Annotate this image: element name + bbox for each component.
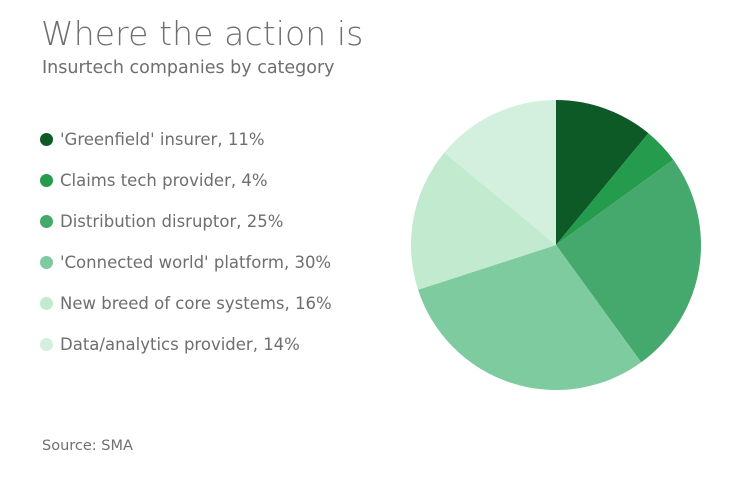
legend-item-label: Distribution disruptor, 25% [60,211,284,231]
pie-slice[interactable] [556,133,674,245]
legend-swatch-icon [40,256,53,269]
legend-item-label: 'Greenfield' insurer, 11% [60,129,265,149]
pie-chart [411,100,701,390]
legend-item[interactable]: Distribution disruptor, 25% [40,201,400,242]
legend-swatch-icon [40,338,53,351]
legend-item[interactable]: 'Greenfield' insurer, 11% [40,119,400,160]
legend-item[interactable]: Data/analytics provider, 14% [40,324,400,365]
pie-slice[interactable] [418,245,642,390]
legend-item[interactable]: 'Connected world' platform, 30% [40,242,400,283]
legend-item[interactable]: New breed of core systems, 16% [40,283,400,324]
pie-slice[interactable] [444,100,556,245]
chart-subtitle: Insurtech companies by category [42,58,335,78]
legend-swatch-icon [40,133,53,146]
legend-swatch-icon [40,174,53,187]
legend-swatch-icon [40,297,53,310]
legend-item-label: Data/analytics provider, 14% [60,334,300,354]
legend-item[interactable]: Claims tech provider, 4% [40,160,400,201]
chart-legend: 'Greenfield' insurer, 11% Claims tech pro… [40,119,400,365]
legend-item-label: 'Connected world' platform, 30% [60,252,332,272]
legend-swatch-icon [40,215,53,228]
pie-slice[interactable] [556,159,701,363]
legend-item-label: New breed of core systems, 16% [60,293,332,313]
legend-item-label: Claims tech provider, 4% [60,170,268,190]
pie-slice[interactable] [556,100,649,245]
pie-chart-svg [411,100,701,390]
page-title: Where the action is [41,14,364,53]
pie-slice[interactable] [411,152,556,290]
source-note: Source: SMA [42,438,133,454]
